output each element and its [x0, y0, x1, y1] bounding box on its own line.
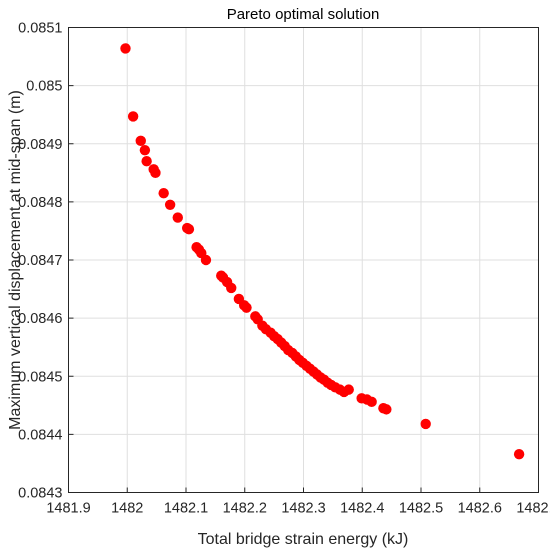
x-tick-label: 1482.5 — [399, 501, 443, 517]
x-tick-label: 1481.9 — [46, 501, 90, 517]
data-point — [135, 135, 146, 147]
data-point — [158, 187, 169, 199]
y-tick-label: 0.0848 — [18, 195, 62, 211]
data-point — [141, 155, 152, 167]
data-points — [120, 43, 525, 460]
y-tick-label: 0.0847 — [18, 253, 62, 269]
data-point — [366, 396, 377, 408]
y-tick-label: 0.0844 — [18, 427, 62, 443]
data-point — [513, 448, 525, 460]
y-tick-label: 0.085 — [26, 79, 62, 95]
x-axis-label: Total bridge strain energy (kJ) — [198, 531, 409, 548]
x-tick-label: 1482 — [111, 501, 143, 517]
y-tick-label: 0.0843 — [18, 486, 62, 502]
x-tick-label: 1482.4 — [340, 501, 384, 517]
data-point — [172, 212, 183, 223]
y-tick-label: 0.0851 — [18, 21, 62, 37]
chart-title: Pareto optimal solution — [227, 6, 380, 23]
data-point — [420, 418, 431, 430]
y-axis-label: Maximum vertical displacement at mid-spa… — [7, 90, 24, 430]
data-point — [183, 223, 195, 235]
x-tick-label: 1482.6 — [458, 501, 502, 517]
y-tick-label: 0.0845 — [18, 369, 62, 385]
data-point — [127, 111, 139, 122]
x-tick-label: 1482.1 — [164, 501, 208, 517]
data-point — [241, 302, 252, 313]
x-tick-label: 1482.7 — [516, 501, 550, 517]
x-tick-label: 1482.2 — [223, 501, 267, 517]
y-tick-label: 0.0846 — [18, 311, 62, 327]
data-point — [139, 144, 151, 156]
data-point — [150, 167, 161, 179]
data-point — [200, 254, 212, 266]
data-point — [343, 384, 354, 395]
x-tick-label: 1482.3 — [281, 501, 325, 517]
data-point — [164, 199, 176, 210]
grid-lines — [68, 27, 539, 493]
data-point — [120, 43, 131, 54]
data-point — [381, 404, 392, 415]
axis-ticks: 1481.9 1482 1482.1 1482.2 1482.3 1482.4 1482.5… — [18, 21, 550, 517]
data-point — [226, 282, 237, 294]
y-tick-label: 0.0849 — [18, 137, 62, 153]
